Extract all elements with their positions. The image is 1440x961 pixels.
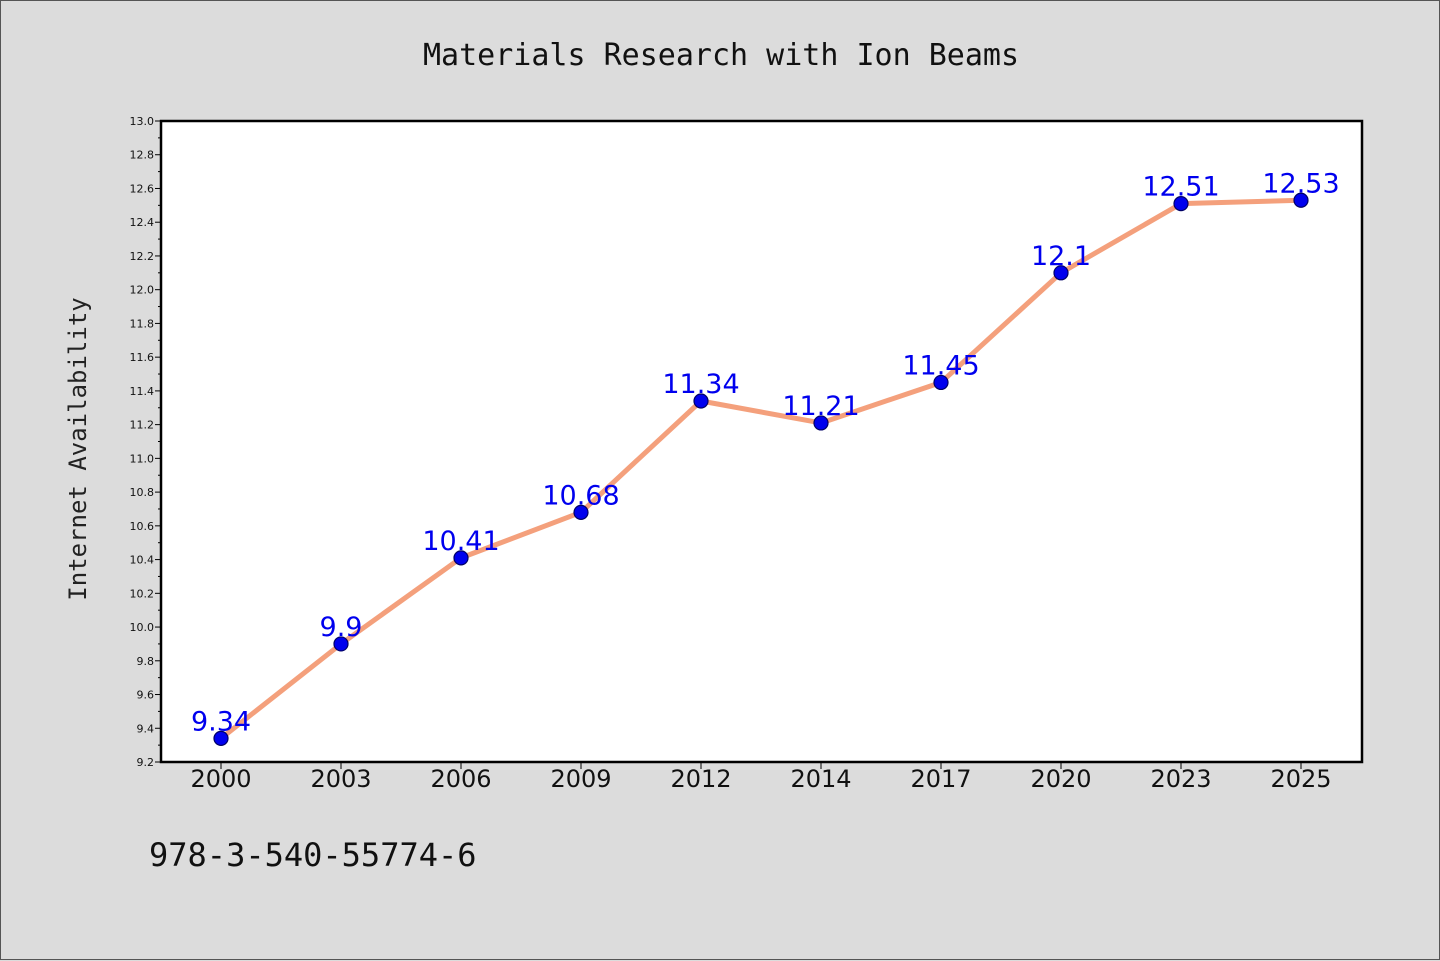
data-label: 10.68 bbox=[542, 480, 619, 511]
y-tick-label: 10.0 bbox=[130, 621, 155, 634]
data-point bbox=[333, 636, 349, 652]
y-tick-label: 9.2 bbox=[137, 756, 155, 769]
y-tick-label: 9.8 bbox=[137, 655, 155, 668]
data-label: 12.1 bbox=[1031, 241, 1091, 272]
y-tick-label: 11.4 bbox=[130, 385, 155, 398]
x-tick-label: 2009 bbox=[550, 765, 611, 793]
plot-area bbox=[161, 121, 1362, 762]
y-tick-label: 11.2 bbox=[130, 419, 155, 432]
x-tick-label: 2020 bbox=[1030, 765, 1091, 793]
y-tick-label: 10.4 bbox=[130, 554, 155, 567]
data-label: 12.53 bbox=[1262, 168, 1339, 199]
x-tick-label: 2000 bbox=[190, 765, 251, 793]
x-tick-label: 2012 bbox=[670, 765, 731, 793]
data-label: 9.34 bbox=[191, 706, 251, 737]
footnote-isbn: 978-3-540-55774-6 bbox=[149, 836, 477, 874]
y-tick-label: 13.0 bbox=[130, 115, 155, 128]
data-point bbox=[693, 393, 709, 409]
data-label: 11.21 bbox=[782, 391, 859, 422]
x-tick-label: 2025 bbox=[1270, 765, 1331, 793]
y-tick-label: 10.8 bbox=[130, 486, 155, 499]
data-point bbox=[813, 415, 829, 431]
y-axis-ticks: 9.2 9.4 9.6 9.8 10.0 10.2 10.4 10.6 10.8 11.0 11.2… bbox=[130, 115, 161, 769]
y-axis-label: Internet Availability bbox=[64, 297, 92, 600]
y-tick-label: 12.4 bbox=[130, 216, 155, 229]
x-axis-ticks: 2000 2003 2006 2009 2012 2014 2017 2020 2023 2025 bbox=[190, 762, 1332, 793]
y-tick-label: 12.0 bbox=[130, 284, 155, 297]
data-point bbox=[933, 374, 949, 391]
x-tick-label: 2023 bbox=[1150, 765, 1211, 793]
data-point bbox=[453, 550, 469, 566]
y-tick-label: 9.4 bbox=[137, 722, 155, 735]
data-point bbox=[1293, 192, 1309, 208]
series-line bbox=[218, 197, 1304, 741]
data-point bbox=[573, 504, 589, 520]
y-tick-label: 12.8 bbox=[130, 149, 155, 162]
x-tick-label: 2006 bbox=[430, 765, 491, 793]
y-tick-label: 11.8 bbox=[130, 317, 155, 330]
y-tick-label: 12.2 bbox=[130, 250, 155, 263]
y-tick-label: 11.6 bbox=[130, 351, 155, 364]
y-tick-label: 10.2 bbox=[130, 587, 155, 600]
data-point bbox=[1173, 196, 1189, 212]
x-tick-label: 2017 bbox=[910, 765, 971, 793]
data-point bbox=[213, 730, 229, 746]
y-tick-label: 9.6 bbox=[137, 689, 155, 702]
y-tick-label: 10.6 bbox=[130, 520, 155, 533]
data-label: 11.45 bbox=[902, 350, 979, 381]
x-tick-label: 2014 bbox=[790, 765, 851, 793]
data-label: 9.9 bbox=[320, 612, 363, 643]
y-tick-label: 11.0 bbox=[130, 452, 155, 465]
data-point bbox=[1053, 265, 1069, 281]
plot-border bbox=[159, 119, 1364, 764]
data-label: 10.41 bbox=[422, 526, 499, 557]
y-tick-label: 12.6 bbox=[130, 182, 155, 195]
series-layer: 9.34 9.9 10.41 10.68 11.34 11.21 11.45 12.1 12.5… bbox=[191, 168, 1340, 746]
chart-title: Materials Research with Ion Beams bbox=[423, 38, 1019, 73]
x-tick-label: 2003 bbox=[310, 765, 371, 793]
data-label: 11.34 bbox=[662, 369, 739, 400]
data-label: 12.51 bbox=[1142, 172, 1219, 203]
